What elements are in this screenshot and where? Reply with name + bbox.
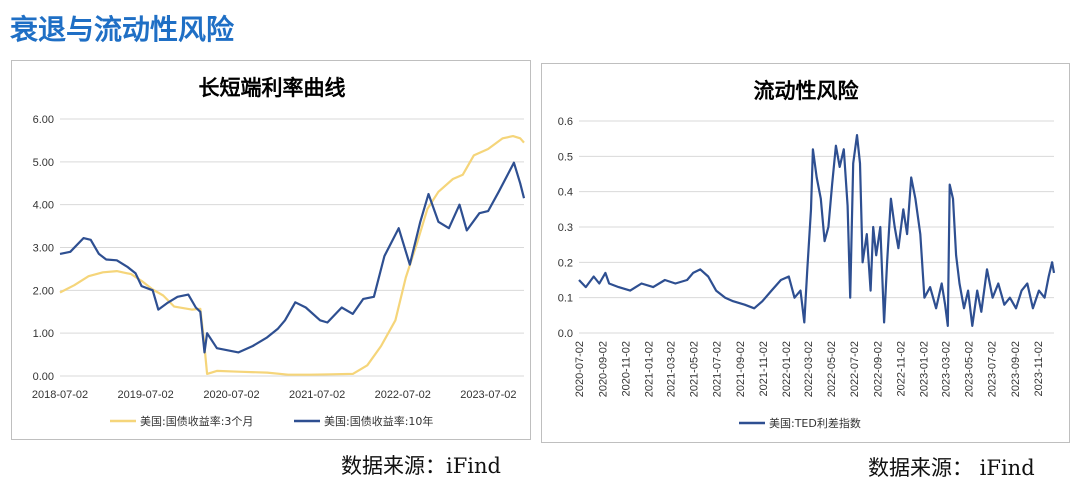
x-tick-label: 2023-07-02 [986,341,998,397]
chart-panel-yield-curve: 长短端利率曲线 0.00 1.00 2.00 3.00 4.00 5.00 6.00 2018-… [11,60,531,440]
y-tick-label: 0.6 [558,116,573,128]
yield-curve-chart: 长短端利率曲线 0.00 1.00 2.00 3.00 4.00 5.00 6.00 2018-… [32,76,526,428]
series-line-0 [578,134,1056,327]
x-tick-label: 2023-09-02 [1010,341,1022,397]
data-source-left: 数据来源：iFind [341,454,501,478]
x-tick-label: 2021-05-02 [689,341,701,397]
y-tick-label: 0.4 [558,187,573,199]
x-tick-label: 2022-09-02 [872,341,884,397]
x-tick-label: 2021-03-02 [666,341,678,397]
chart-title: 流动性风险 [754,79,860,103]
x-tick-label: 2022-07-02 [375,389,431,401]
x-tick-label: 2022-05-02 [826,341,838,397]
x-tick-label: 2023-03-02 [941,341,953,397]
page-title: 衰退与流动性风险 [10,13,235,46]
x-tick-label: 2023-01-02 [918,341,930,397]
x-tick-label: 2018-07-02 [32,389,88,401]
liquidity-risk-chart: 流动性风险 0.0 0.1 0.2 0.3 0.4 0.5 0.6 2020-07-02 2020… [558,79,1056,430]
x-tick-label: 2023-05-02 [963,341,975,397]
y-tick-label: 4.00 [33,200,54,212]
x-tick-label: 2022-03-02 [803,341,815,397]
x-tick-label: 2022-01-02 [781,341,793,397]
x-tick-label: 2020-09-02 [597,341,609,397]
x-tick-label: 2021-07-02 [289,389,345,401]
x-tick-label: 2023-07-02 [460,389,516,401]
data-source-right: 数据来源： iFind [868,456,1035,480]
y-tick-label: 0.5 [558,151,573,163]
x-tick-label: 2021-09-02 [735,341,747,397]
series-line-1 [59,161,526,354]
y-tick-label: 0.1 [558,293,573,305]
y-tick-label: 3.00 [33,243,54,255]
x-tick-label: 2022-11-02 [895,341,907,396]
chart-title: 长短端利率曲线 [199,76,346,100]
y-tick-label: 0.2 [558,257,573,269]
x-tick-label: 2023-11-02 [1033,341,1045,396]
x-tick-label: 2020-07-02 [203,389,259,401]
y-tick-label: 0.0 [558,328,573,340]
x-tick-label: 2021-07-02 [711,341,723,397]
legend-label: 美国:国债收益率:3个月 [140,414,253,428]
x-tick-label: 2019-07-02 [117,389,173,401]
y-tick-label: 1.00 [33,328,54,340]
chart-panel-liquidity-risk: 流动性风险 0.0 0.1 0.2 0.3 0.4 0.5 0.6 2020-07-02 2020… [541,63,1070,443]
y-tick-label: 0.3 [558,222,573,234]
y-tick-label: 6.00 [33,114,54,126]
x-tick-label: 2021-01-02 [643,341,655,397]
y-tick-label: 5.00 [33,157,54,169]
x-tick-label: 2020-11-02 [620,341,632,396]
y-tick-label: 0.00 [33,371,54,383]
x-tick-label: 2020-07-02 [574,341,586,397]
x-tick-label: 2022-07-02 [849,341,861,397]
legend-label: 美国:国债收益率:10年 [324,414,433,428]
y-tick-label: 2.00 [33,285,54,297]
legend-label: 美国:TED利差指数 [769,416,861,430]
series-line-0 [59,135,525,376]
x-tick-label: 2021-11-02 [758,341,770,396]
